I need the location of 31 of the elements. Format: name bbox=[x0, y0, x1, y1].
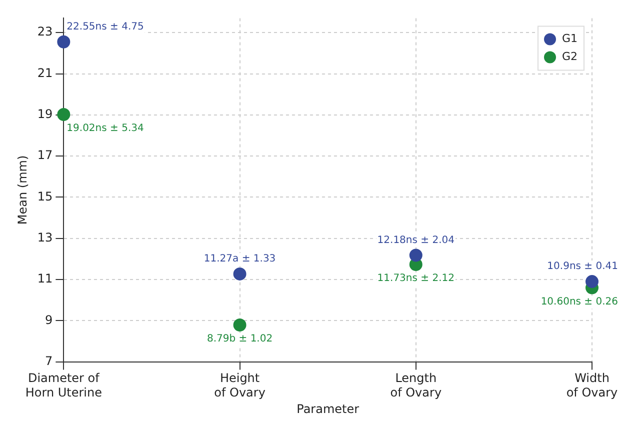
data-label: 10.9ns ± 0.41 bbox=[547, 261, 618, 272]
y-tick-label: 9 bbox=[45, 312, 53, 327]
legend-label: G2 bbox=[562, 50, 578, 64]
data-label: 10.60ns ± 0.26 bbox=[540, 296, 618, 308]
data-label: 19.02ns ± 5.34 bbox=[66, 123, 144, 134]
x-tick-label: Diameter of Horn Uterine bbox=[25, 371, 102, 400]
data-label: 8.79b ± 1.02 bbox=[206, 334, 273, 345]
point bbox=[57, 35, 70, 48]
y-tick-label: 7 bbox=[45, 354, 53, 368]
data-label: 11.27a ± 1.33 bbox=[204, 254, 276, 265]
y-tick-label: 21 bbox=[37, 66, 53, 80]
x-axis-title: Parameter bbox=[296, 402, 360, 416]
x-tick-label: Length of Ovary bbox=[390, 371, 442, 400]
y-tick-label: 11 bbox=[37, 272, 53, 286]
y-axis-title: Mean (mm) bbox=[15, 155, 30, 225]
point bbox=[233, 318, 246, 332]
point bbox=[233, 267, 246, 280]
point bbox=[586, 275, 598, 288]
y-tick-label: 19 bbox=[37, 107, 53, 122]
data-label: 22.55ns ± 4.75 bbox=[66, 21, 144, 32]
y-tick-label: 17 bbox=[37, 148, 53, 162]
x-tick-label: Height of Ovary bbox=[214, 371, 266, 400]
x-tick-label: Width of Ovary bbox=[566, 371, 618, 400]
y-tick-label: 15 bbox=[37, 189, 53, 204]
y-tick-label: 23 bbox=[37, 24, 53, 39]
y-tick-label: 13 bbox=[37, 230, 53, 244]
data-label: 11.73ns ± 2.12 bbox=[377, 273, 454, 284]
data-label: 12.18ns ± 2.04 bbox=[377, 234, 454, 246]
point bbox=[57, 108, 70, 121]
legend-label: G1 bbox=[562, 32, 578, 46]
point bbox=[409, 248, 422, 262]
